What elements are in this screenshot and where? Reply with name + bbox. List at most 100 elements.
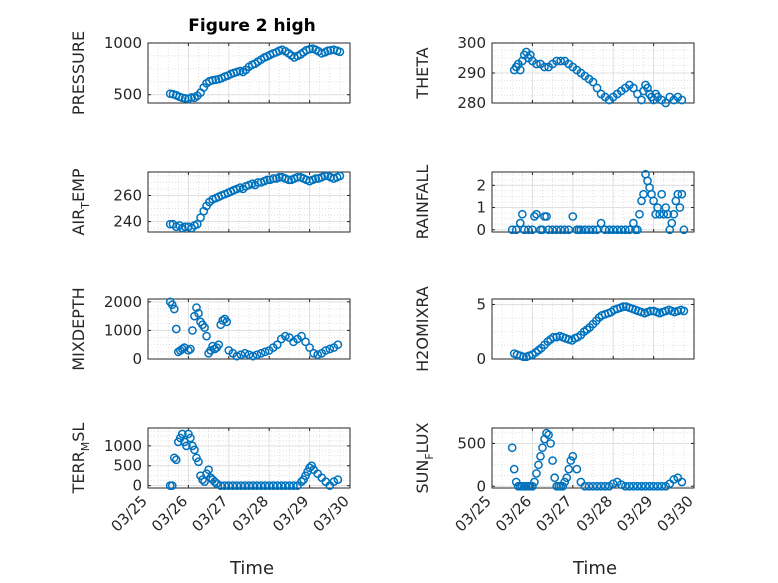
data-point <box>264 481 274 490</box>
data-point <box>293 172 302 182</box>
data-point <box>218 316 228 325</box>
data-point <box>252 481 262 490</box>
data-point <box>556 225 566 235</box>
data-point <box>572 464 582 474</box>
data-series <box>165 429 343 490</box>
data-point <box>679 225 689 235</box>
data-point <box>240 348 250 358</box>
data-point <box>596 218 606 228</box>
subplot-pressure: 500 1000 PRESSURE <box>69 31 351 115</box>
data-point <box>580 225 590 235</box>
data-point <box>639 189 648 199</box>
data-point <box>552 56 561 66</box>
data-point <box>546 439 555 448</box>
data-point <box>186 433 195 443</box>
data-point <box>633 481 642 491</box>
data-point <box>566 456 576 465</box>
axes-box <box>147 427 351 489</box>
data-point <box>248 351 258 361</box>
data-point <box>536 451 545 461</box>
data-point <box>305 463 314 473</box>
data-point <box>272 481 282 490</box>
data-series <box>507 169 689 235</box>
data-point <box>511 225 521 235</box>
subplot-theta: 280 290 300 THETA <box>413 34 695 112</box>
data-point <box>236 481 246 490</box>
data-point <box>200 477 209 486</box>
data-point <box>313 350 323 360</box>
data-point <box>281 331 290 341</box>
data-point <box>649 196 658 206</box>
data-point <box>548 456 557 465</box>
y-tick-label: 0 <box>132 477 142 495</box>
data-point <box>268 481 278 490</box>
y-tick-label: 1000 <box>104 437 142 455</box>
data-point <box>212 479 222 488</box>
data-point <box>564 225 574 235</box>
y-axis-label: AIRTEMP <box>69 168 92 235</box>
data-point <box>661 98 671 108</box>
y-axis-label: H2OMIXRA <box>413 286 432 372</box>
data-point <box>240 481 250 490</box>
data-point <box>625 225 634 235</box>
y-tick-label: 1000 <box>104 34 142 52</box>
data-point <box>297 477 306 486</box>
y-tick-label: 500 <box>113 86 142 104</box>
data-point <box>584 481 594 491</box>
data-point <box>637 95 646 105</box>
data-point <box>507 225 517 235</box>
data-point <box>616 225 626 235</box>
data-point <box>252 350 262 360</box>
data-point <box>667 218 677 228</box>
data-point <box>538 225 547 235</box>
data-point <box>333 340 343 350</box>
data-point <box>532 59 541 69</box>
data-point <box>669 209 679 219</box>
data-point <box>236 350 246 360</box>
data-point <box>629 83 638 93</box>
y-tick-label: 240 <box>113 213 142 231</box>
y-tick-label: 1 <box>476 199 486 217</box>
data-point <box>600 481 610 491</box>
data-point <box>544 430 553 440</box>
data-point <box>552 225 561 235</box>
minor-grid <box>492 428 694 488</box>
data-point <box>548 225 557 235</box>
data-point <box>544 225 553 235</box>
data-point <box>540 62 549 72</box>
data-point <box>530 477 539 487</box>
data-point <box>560 225 570 235</box>
data-point <box>657 481 667 491</box>
data-point <box>669 475 679 484</box>
data-point <box>194 308 203 318</box>
data-point <box>596 481 606 491</box>
y-tick-label: 1000 <box>104 321 142 339</box>
data-point <box>519 225 529 235</box>
major-grid <box>148 172 350 232</box>
axes-box <box>147 171 351 233</box>
data-point <box>635 209 644 219</box>
data-point <box>616 480 626 489</box>
data-point <box>592 481 602 491</box>
data-point <box>204 465 213 475</box>
data-point <box>320 171 330 181</box>
data-series <box>509 302 689 362</box>
data-point <box>186 344 195 354</box>
data-point <box>653 481 662 491</box>
minor-grid <box>492 172 694 232</box>
data-point <box>568 212 578 221</box>
y-axis-label: THETA <box>413 47 432 99</box>
data-point <box>649 481 658 491</box>
y-tick-label: 0 <box>132 350 142 368</box>
data-point <box>519 352 528 362</box>
x-axis-label-left: Time <box>229 558 274 579</box>
y-axis-label: SUNFLUX <box>413 422 436 493</box>
data-series <box>165 297 343 361</box>
y-tick-label: 0 <box>476 477 486 495</box>
data-point <box>325 344 335 354</box>
data-point <box>580 481 590 491</box>
data-point <box>633 225 642 235</box>
data-point <box>542 212 551 221</box>
data-point <box>285 481 294 490</box>
